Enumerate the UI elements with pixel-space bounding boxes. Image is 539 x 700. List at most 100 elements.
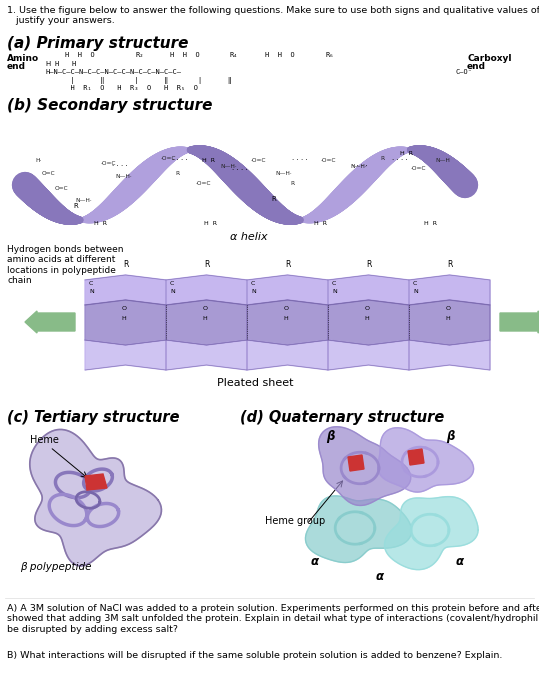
Text: |      ‖       |      ‖       |      ‖: | ‖ | ‖ | ‖ [45, 77, 232, 84]
Text: · · · ·: · · · · [172, 157, 188, 163]
Text: R: R [366, 260, 371, 269]
Text: R₄: R₄ [230, 52, 238, 58]
Text: H  H  O: H H O [265, 52, 295, 58]
Polygon shape [328, 275, 409, 305]
Text: N—H·: N—H· [115, 174, 132, 179]
Text: ·O=C: ·O=C [195, 181, 211, 186]
Polygon shape [247, 340, 328, 370]
Text: 1. Use the figure below to answer the following questions. Make sure to use both: 1. Use the figure below to answer the fo… [7, 6, 539, 25]
Text: α: α [311, 555, 319, 568]
Text: α helix: α helix [230, 232, 268, 242]
Text: H: H [284, 316, 288, 321]
Text: O: O [446, 306, 451, 311]
Text: N: N [413, 289, 418, 294]
Polygon shape [166, 300, 247, 345]
Text: (c) Tertiary structure: (c) Tertiary structure [7, 410, 179, 425]
Text: H  R₁  O   H  R₃  O   H  R₅  O: H R₁ O H R₃ O H R₅ O [45, 85, 198, 91]
Text: R: R [380, 156, 384, 161]
Text: N—H·: N—H· [275, 171, 292, 176]
Text: H  H  O: H H O [65, 52, 95, 58]
Text: H: H [121, 316, 126, 321]
Polygon shape [328, 340, 409, 370]
Text: H: H [45, 61, 50, 67]
Text: H  R: H R [202, 158, 215, 162]
Text: β: β [326, 430, 334, 443]
FancyArrow shape [500, 311, 539, 333]
Text: R: R [74, 203, 78, 209]
Polygon shape [384, 496, 478, 570]
Text: Pleated sheet: Pleated sheet [217, 378, 293, 388]
Text: ·O=C: ·O=C [160, 156, 176, 161]
Text: Carboxyl: Carboxyl [467, 54, 512, 63]
Text: R: R [123, 260, 128, 269]
Text: H  R: H R [314, 221, 327, 226]
Text: H: H [446, 316, 450, 321]
Polygon shape [328, 300, 409, 345]
Polygon shape [348, 455, 364, 471]
Text: A) A 3M solution of NaCl was added to a protein solution. Experiments performed : A) A 3M solution of NaCl was added to a … [7, 604, 539, 634]
Text: O=C: O=C [42, 171, 56, 176]
Polygon shape [408, 449, 424, 465]
Text: R: R [204, 260, 209, 269]
Text: Amino: Amino [7, 54, 39, 63]
Text: end: end [7, 62, 26, 71]
Text: β: β [446, 430, 454, 443]
Polygon shape [409, 275, 490, 305]
Polygon shape [409, 300, 490, 345]
Polygon shape [85, 300, 166, 345]
Text: R: R [175, 171, 179, 176]
Text: H  R: H R [204, 221, 217, 226]
Text: O=C: O=C [55, 186, 68, 191]
Text: R: R [272, 196, 277, 202]
Text: C—O⁻: C—O⁻ [455, 69, 472, 75]
Text: (b) Secondary structure: (b) Secondary structure [7, 98, 212, 113]
Polygon shape [319, 427, 411, 505]
Text: α: α [456, 555, 464, 568]
Text: H—N—C—C—N—C—C—N—C—C—N—C—C—N—C—C—: H—N—C—C—N—C—C—N—C—C—N—C—C—N—C—C— [45, 69, 181, 75]
Polygon shape [247, 300, 328, 345]
Polygon shape [30, 430, 161, 566]
Text: N: N [170, 289, 175, 294]
Text: · · · ·: · · · · [232, 167, 248, 173]
Polygon shape [166, 275, 247, 305]
Text: C: C [251, 281, 255, 286]
Polygon shape [85, 474, 107, 490]
Text: R: R [447, 260, 452, 269]
Text: Hydrogen bonds between
amino acids at different
locations in polypeptide
chain: Hydrogen bonds between amino acids at di… [7, 245, 123, 285]
Text: H  R: H R [424, 221, 437, 226]
Text: R₂: R₂ [135, 52, 143, 58]
Text: H: H [364, 316, 369, 321]
Text: C: C [332, 281, 336, 286]
Text: · · · ·: · · · · [392, 157, 408, 163]
Text: N: N [89, 289, 94, 294]
Text: β polypeptide: β polypeptide [20, 562, 92, 572]
Text: N—H·: N—H· [220, 164, 237, 169]
Polygon shape [306, 496, 411, 563]
Text: C: C [170, 281, 175, 286]
Text: H  R: H R [93, 221, 107, 226]
Text: R: R [290, 181, 294, 186]
FancyArrow shape [25, 311, 75, 333]
Text: Heme: Heme [30, 435, 59, 445]
Text: N: N [251, 289, 255, 294]
Polygon shape [247, 275, 328, 305]
Polygon shape [166, 340, 247, 370]
Text: H: H [203, 316, 208, 321]
Text: ·O=C: ·O=C [250, 158, 266, 163]
Polygon shape [85, 340, 166, 370]
Polygon shape [378, 428, 474, 492]
Text: N—H·: N—H· [350, 164, 367, 169]
Text: (a) Primary structure: (a) Primary structure [7, 36, 189, 51]
Text: · · · ·: · · · · [352, 163, 368, 169]
Text: ·O=C: ·O=C [320, 158, 335, 163]
Text: O: O [203, 306, 208, 311]
Text: N—H: N—H [435, 158, 450, 163]
Text: · · · ·: · · · · [112, 163, 128, 169]
Text: R: R [285, 260, 290, 269]
Text: · · · ·: · · · · [292, 157, 308, 163]
Text: ·O=C: ·O=C [410, 166, 425, 171]
Text: end: end [467, 62, 486, 71]
Text: O: O [364, 306, 370, 311]
Text: R₆: R₆ [325, 52, 334, 58]
Polygon shape [85, 275, 166, 305]
